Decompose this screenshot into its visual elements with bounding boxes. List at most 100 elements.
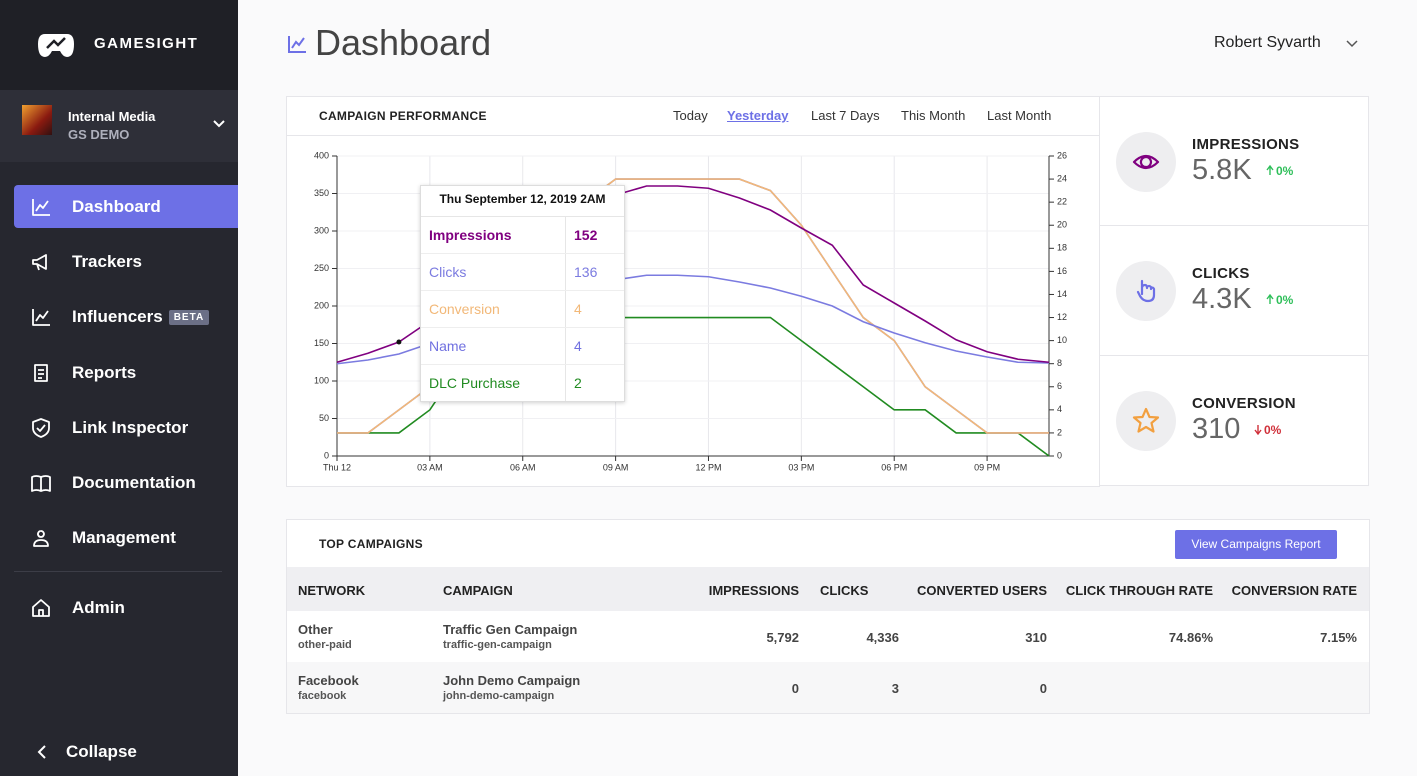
kpi-value: 310: [1192, 413, 1241, 445]
nav-icon: [32, 599, 50, 617]
icon-shape: [1136, 279, 1156, 303]
card-title: TOP CAMPAIGNS: [319, 537, 423, 551]
org-name: Internal Media: [68, 109, 156, 124]
y-tick-label: 350: [314, 188, 329, 198]
nav-label: Admin: [72, 598, 125, 617]
nav-badge: BETA: [168, 310, 210, 325]
nav-item[interactable]: Trackers: [14, 240, 238, 283]
tooltip-name: Clicks: [429, 264, 467, 280]
range-tab[interactable]: Today: [673, 108, 708, 123]
arrow-shape: [1266, 164, 1274, 175]
page-title: Dashboard: [315, 22, 492, 63]
card-title: CAMPAIGN PERFORMANCE: [319, 109, 487, 123]
tooltip-row: Conversion 4: [421, 291, 624, 328]
x-tick-label: 03 PM: [788, 462, 814, 472]
collapse-icon: [37, 745, 46, 759]
nav-label: Influencers BETA: [72, 307, 210, 327]
org-switcher[interactable]: Internal Media GS DEMO: [0, 90, 238, 162]
column-header: CONVERTED USERS: [916, 583, 1047, 598]
cell-clicks: 4,336: [866, 630, 899, 645]
chevron: [213, 120, 225, 128]
kpi-label: CLICKS: [1192, 265, 1250, 282]
y2-tick-label: 22: [1057, 197, 1067, 207]
nav-icon: [31, 475, 51, 492]
nav-item[interactable]: Influencers BETA: [14, 295, 238, 338]
kpi-change-value: 0%: [1276, 164, 1294, 178]
top-campaigns-card: TOP CAMPAIGNS View Campaigns Report: [286, 519, 1370, 714]
range-tab[interactable]: Last Month: [987, 108, 1052, 123]
tooltip-value: 136: [574, 264, 598, 280]
nav-icon: [33, 530, 49, 547]
y-tick-label: 50: [319, 413, 329, 423]
nav-label: Management: [72, 528, 176, 547]
kpi-arrow: [1266, 164, 1274, 175]
campaign[interactable]: John Demo Campaign: [443, 673, 581, 688]
kpi-change: 0%: [1266, 293, 1293, 307]
arrow-shape: [1254, 425, 1262, 436]
collapse[interactable]: Collapse: [66, 742, 137, 761]
tooltip-row: Name 4: [421, 328, 624, 365]
user-name[interactable]: Robert Syvarth: [1214, 34, 1321, 51]
arrow-shape: [1266, 293, 1274, 304]
y2-tick-label: 18: [1057, 243, 1067, 253]
x-tick-label: 09 PM: [974, 462, 1000, 472]
network: Other: [298, 622, 333, 637]
kpi-icon: [1116, 132, 1176, 192]
icon-shape: [32, 254, 47, 271]
nav-icon: [32, 418, 50, 438]
cell-clicks: 3: [891, 681, 899, 696]
nav-divider: [14, 571, 222, 572]
y2-tick-label: 2: [1057, 427, 1062, 437]
tooltip-sep: [565, 291, 566, 327]
kpi-glyph: [1132, 407, 1160, 433]
cell-converted: 310: [1025, 630, 1047, 645]
column-header: CLICKS: [820, 583, 869, 598]
y2-tick-label: 24: [1057, 173, 1067, 183]
nav-item[interactable]: Management: [14, 516, 238, 559]
cell-ctr: 74.86%: [1168, 630, 1213, 645]
y2-tick-label: 10: [1057, 335, 1067, 345]
table-header: [287, 567, 1369, 611]
report-button[interactable]: View Campaigns Report: [1175, 530, 1337, 559]
icon-shape: [32, 199, 50, 216]
cell-converted: 0: [1039, 681, 1047, 696]
kpi-change-value: 0%: [1264, 423, 1282, 437]
nav-item[interactable]: Dashboard: [14, 185, 238, 228]
column-header: CLICK THROUGH RATE: [1065, 583, 1213, 598]
nav-item[interactable]: Admin: [14, 586, 238, 629]
icon-shape: [1132, 154, 1160, 170]
nav-item[interactable]: Documentation: [14, 461, 238, 504]
nav-icon: [32, 199, 50, 216]
kpi-icon: [1116, 261, 1176, 321]
nav-label: Link Inspector: [72, 418, 189, 437]
y2-tick-label: 0: [1057, 450, 1062, 460]
icon-shape: [1132, 407, 1160, 433]
y-tick-label: 100: [314, 375, 329, 385]
tooltip-sep: [565, 217, 566, 253]
y2-tick-label: 8: [1057, 358, 1062, 368]
nav-item[interactable]: Link Inspector: [14, 406, 238, 449]
nav-item[interactable]: Reports: [14, 351, 238, 394]
kpi-arrow: [1266, 293, 1274, 304]
nav-icon: [34, 364, 48, 382]
nav-label: Dashboard: [72, 197, 161, 216]
tooltip-name: DLC Purchase: [429, 375, 521, 391]
y2-tick-label: 20: [1057, 220, 1067, 230]
y-tick-label: 0: [324, 450, 329, 460]
icon-shape: [34, 364, 48, 382]
tooltip-title: Thu September 12, 2019 2AM: [421, 186, 624, 217]
tooltip-value: 4: [574, 338, 582, 354]
campaign[interactable]: Traffic Gen Campaign: [443, 622, 578, 637]
icon-shape: [32, 309, 50, 326]
range-tab[interactable]: This Month: [901, 108, 966, 123]
nav-label: Documentation: [72, 473, 196, 492]
range-tab[interactable]: Last 7 Days: [811, 108, 880, 123]
range-tab[interactable]: Yesterday: [727, 108, 789, 123]
x-tick-label: 06 AM: [510, 462, 536, 472]
network: Facebook: [298, 673, 359, 688]
kpi-card: IMPRESSIONS 5.8K 0%: [1099, 96, 1369, 226]
icon-shape: [32, 599, 50, 617]
kpi-card: CONVERSION 310 0%: [1099, 356, 1369, 486]
card-divider: [287, 135, 1099, 136]
